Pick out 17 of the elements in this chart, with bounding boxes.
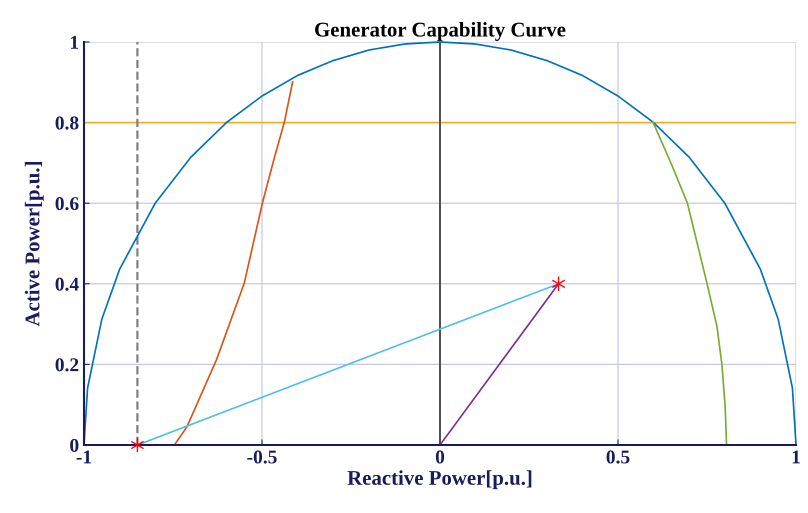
y-tick-label: 0.4 [56, 278, 79, 291]
y-tick-label: 0.6 [56, 197, 79, 210]
x-tick-label: 0 [436, 450, 444, 464]
line-series [652, 120, 728, 446]
x-tick-label: 0.5 [606, 450, 630, 464]
x-tick-label: -0.5 [247, 450, 277, 464]
y-tick-label: 0.8 [56, 116, 78, 130]
x-axis-title: Reactive Power[p.u.] [348, 470, 532, 490]
y-axis-title: Active Power[p.u.] [24, 162, 44, 326]
x-tick-label: -1 [76, 450, 92, 464]
chart-title: Generator Capability Curve [315, 22, 566, 41]
x-tick-label: 1 [792, 450, 800, 464]
line-series [174, 81, 294, 446]
line-series [83, 41, 797, 446]
y-tick-label: 0.2 [56, 358, 78, 372]
y-tick-label: 0 [70, 438, 78, 452]
y-tick-label: 1 [70, 36, 78, 49]
